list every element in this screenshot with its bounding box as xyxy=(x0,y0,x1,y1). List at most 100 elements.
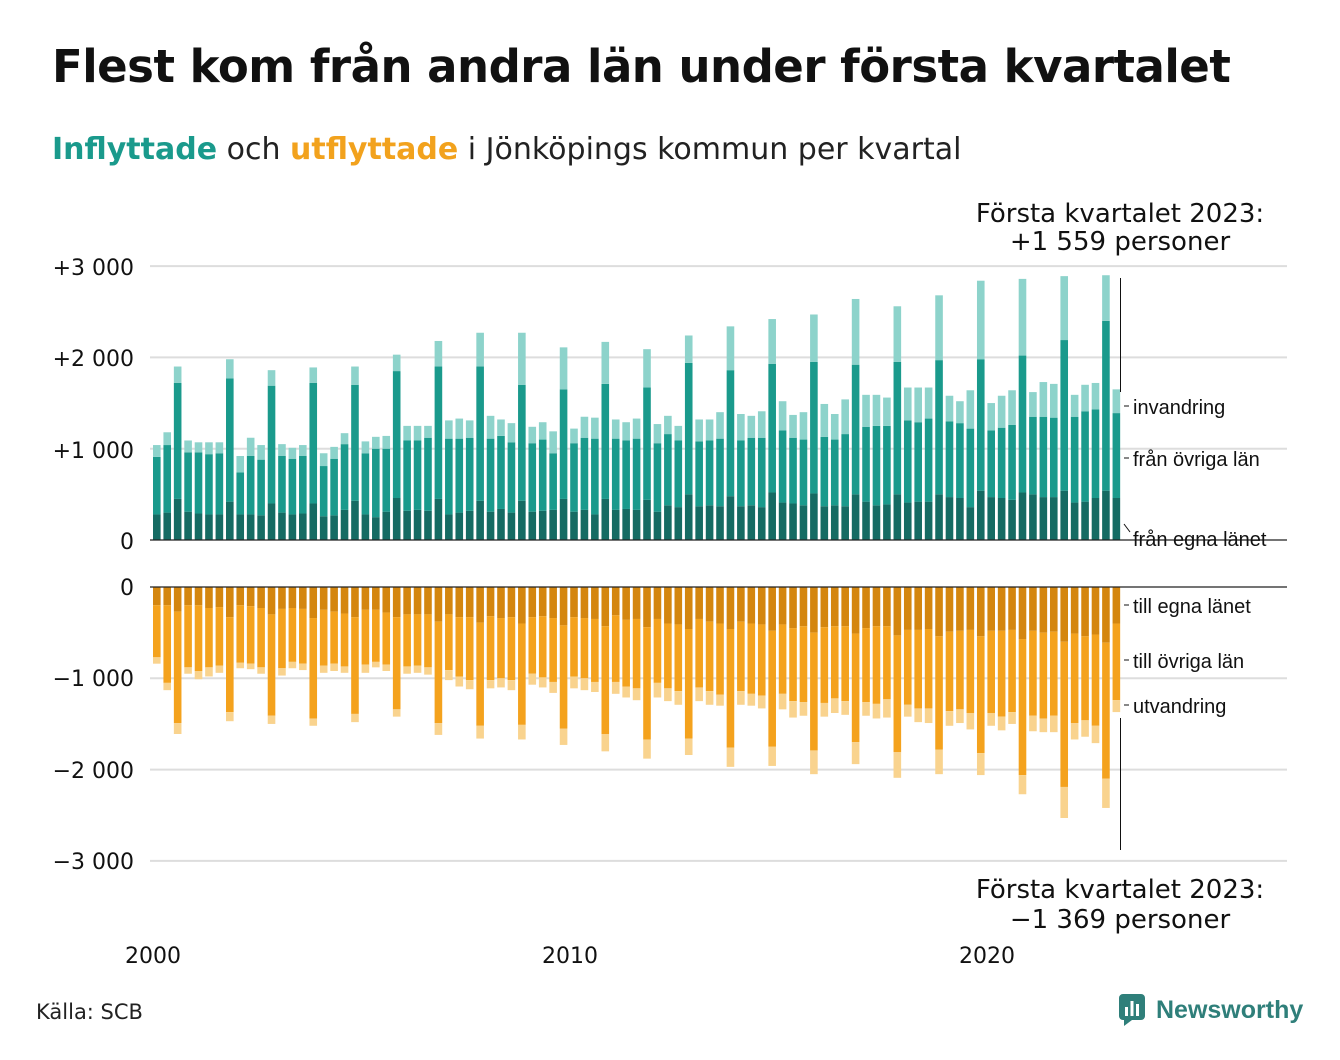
label-till-ovriga-lan: till övriga län xyxy=(1133,651,1244,673)
bar-invandring-75 xyxy=(935,295,943,361)
bar-utvandring-52 xyxy=(695,687,703,702)
bar-utvandring-15 xyxy=(309,718,318,726)
bar-utvandring-30 xyxy=(465,680,474,690)
bar-to-egna-72 xyxy=(903,587,912,630)
bar-to-ovriga-48 xyxy=(653,618,662,683)
bar-from-egna-52 xyxy=(695,506,703,540)
bar-invandring-66 xyxy=(841,399,849,435)
bar-to-egna-17 xyxy=(330,587,338,612)
label-utvandring: utvandring xyxy=(1133,696,1226,718)
bar-from-ovriga-37 xyxy=(538,439,547,511)
bar-from-ovriga-63 xyxy=(810,361,818,494)
bar-invandring-79 xyxy=(976,280,985,360)
bar-utvandring-25 xyxy=(413,665,422,673)
bar-from-egna-63 xyxy=(810,493,818,540)
bar-from-ovriga-59 xyxy=(768,363,776,493)
bar-to-egna-77 xyxy=(956,587,964,631)
bar-utvandring-77 xyxy=(956,709,964,724)
bar-to-egna-88 xyxy=(1070,587,1079,634)
ytick-outflow-0: 0 xyxy=(120,576,134,601)
bar-from-ovriga-34 xyxy=(507,442,516,513)
bar-from-ovriga-12 xyxy=(278,456,286,513)
bar-utvandring-0 xyxy=(153,657,161,664)
bar-from-ovriga-32 xyxy=(486,438,495,512)
bar-to-egna-47 xyxy=(643,587,651,628)
label-fran-egna-lanet: från egna länet xyxy=(1133,529,1267,551)
bar-utvandring-18 xyxy=(340,666,349,673)
bar-to-egna-74 xyxy=(924,587,933,629)
bar-invandring-43 xyxy=(601,341,610,384)
bar-to-egna-5 xyxy=(205,587,213,608)
bar-from-egna-61 xyxy=(789,503,797,540)
bar-to-egna-46 xyxy=(632,587,641,619)
bar-to-ovriga-86 xyxy=(1049,631,1058,716)
bar-from-ovriga-86 xyxy=(1049,417,1058,498)
bar-invandring-45 xyxy=(622,422,630,441)
bar-to-ovriga-16 xyxy=(319,609,328,666)
bar-from-ovriga-60 xyxy=(778,430,787,503)
bar-to-ovriga-26 xyxy=(424,614,432,668)
bar-invandring-14 xyxy=(299,445,307,457)
bar-invandring-10 xyxy=(257,445,265,460)
bar-to-egna-86 xyxy=(1049,587,1058,632)
bar-from-egna-15 xyxy=(309,503,318,540)
bar-from-ovriga-55 xyxy=(726,370,735,497)
bar-to-egna-29 xyxy=(455,587,464,618)
bar-invandring-46 xyxy=(632,418,641,439)
bar-to-ovriga-62 xyxy=(799,626,808,703)
bar-from-egna-85 xyxy=(1039,497,1048,540)
source-note: Källa: SCB xyxy=(36,1000,143,1024)
bar-to-egna-54 xyxy=(716,587,724,624)
bar-invandring-78 xyxy=(966,390,975,429)
bar-utvandring-64 xyxy=(820,702,829,717)
bar-from-ovriga-70 xyxy=(883,425,891,505)
bar-from-ovriga-65 xyxy=(830,439,839,506)
bar-from-ovriga-17 xyxy=(330,458,338,516)
bar-invandring-55 xyxy=(726,326,735,371)
bar-to-egna-63 xyxy=(810,587,818,633)
bar-to-egna-18 xyxy=(340,587,349,614)
bar-from-egna-13 xyxy=(288,514,297,540)
bar-from-egna-67 xyxy=(851,494,860,540)
bar-to-egna-36 xyxy=(528,587,537,618)
bar-to-egna-41 xyxy=(580,587,589,619)
bar-to-egna-85 xyxy=(1039,587,1048,633)
bar-from-ovriga-26 xyxy=(424,437,432,511)
bar-utvandring-79 xyxy=(976,753,985,776)
bar-to-egna-26 xyxy=(424,587,432,615)
bar-to-ovriga-20 xyxy=(361,609,370,665)
bar-to-ovriga-43 xyxy=(601,626,610,734)
bar-from-ovriga-40 xyxy=(570,443,578,512)
annotation-outflow-line2: −1 369 personer xyxy=(1010,905,1231,935)
bar-utvandring-37 xyxy=(538,677,547,688)
bar-to-ovriga-66 xyxy=(841,626,849,702)
bar-to-ovriga-42 xyxy=(591,618,599,682)
bar-to-ovriga-24 xyxy=(403,614,411,667)
bar-utvandring-70 xyxy=(883,699,891,718)
bar-to-egna-33 xyxy=(497,587,505,619)
bar-utvandring-58 xyxy=(757,695,766,709)
grid-layer xyxy=(150,265,1287,862)
bar-to-ovriga-27 xyxy=(434,621,443,724)
bar-to-ovriga-40 xyxy=(570,617,578,677)
bar-utvandring-27 xyxy=(434,723,443,735)
bar-invandring-34 xyxy=(507,423,516,443)
bar-to-egna-61 xyxy=(789,587,797,629)
bar-to-ovriga-70 xyxy=(883,626,891,700)
bar-to-ovriga-71 xyxy=(893,635,902,753)
bar-invandring-92 xyxy=(1112,389,1121,414)
bar-from-egna-17 xyxy=(330,515,338,540)
bar-from-ovriga-82 xyxy=(1008,424,1016,500)
bar-to-egna-67 xyxy=(851,587,860,634)
bar-to-egna-80 xyxy=(987,587,995,631)
bar-invandring-4 xyxy=(194,442,203,453)
bar-invandring-9 xyxy=(246,437,255,456)
bar-from-egna-20 xyxy=(361,514,370,540)
bar-utvandring-8 xyxy=(236,662,245,669)
bar-to-ovriga-49 xyxy=(664,623,672,689)
bar-utvandring-16 xyxy=(319,665,328,673)
bar-from-ovriga-56 xyxy=(737,440,745,507)
bar-to-egna-10 xyxy=(257,587,265,608)
bar-utvandring-23 xyxy=(392,709,401,717)
bar-utvandring-21 xyxy=(372,661,380,668)
